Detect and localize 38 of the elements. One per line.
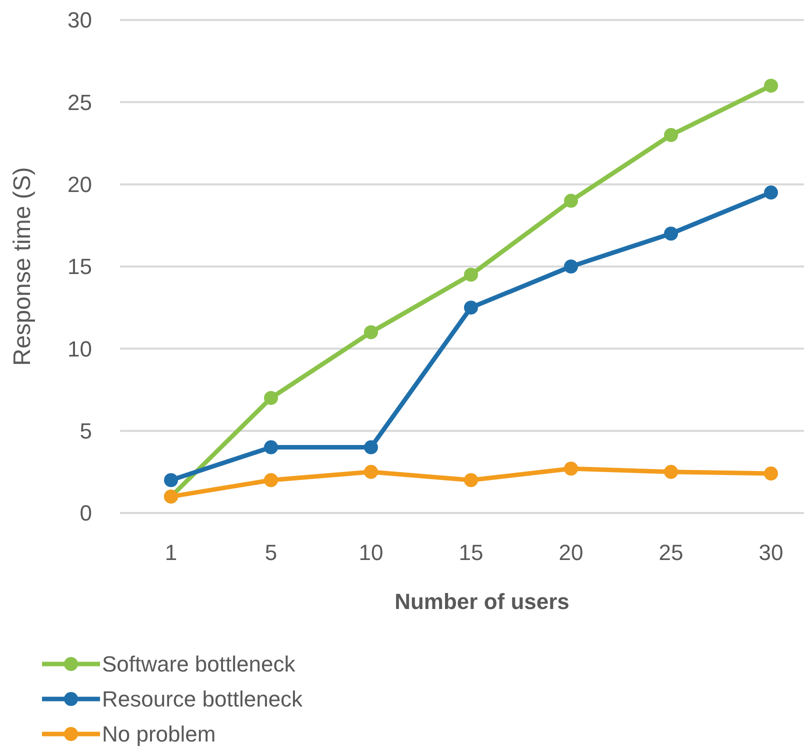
point <box>264 473 278 488</box>
y-axis-title: Response time (S) <box>9 167 36 366</box>
point <box>664 464 678 479</box>
y-tick-label: 20 <box>68 172 92 198</box>
y-tick-label: 15 <box>68 254 92 280</box>
point <box>264 440 278 454</box>
point <box>564 462 578 476</box>
point <box>564 194 578 208</box>
y-tick-label: 10 <box>68 336 92 362</box>
point <box>464 268 478 282</box>
legend-label: Software bottleneck <box>102 652 296 677</box>
point <box>164 473 178 488</box>
legend-label: No problem <box>102 722 216 747</box>
point <box>264 390 278 405</box>
point <box>364 464 378 479</box>
y-tick-label: 25 <box>68 90 92 115</box>
x-tick-label: 30 <box>758 540 784 565</box>
point <box>564 260 578 274</box>
x-axis-title: Number of users <box>394 589 570 614</box>
y-tick-label: 30 <box>68 8 92 33</box>
point <box>764 186 778 200</box>
point <box>464 300 478 315</box>
point <box>364 325 378 340</box>
legend-label: Resource bottleneck <box>102 686 304 712</box>
x-tick-label: 15 <box>458 540 484 565</box>
point <box>464 473 478 488</box>
x-tick-label: 1 <box>164 540 178 565</box>
point <box>664 226 678 241</box>
point <box>764 78 778 93</box>
y-tick-label: 0 <box>80 500 92 526</box>
point <box>364 440 378 454</box>
x-tick-label: 5 <box>264 540 278 565</box>
point <box>764 466 778 481</box>
x-tick-label: 10 <box>358 540 384 565</box>
point <box>664 128 678 142</box>
y-tick-label: 5 <box>80 418 92 444</box>
x-tick-label: 20 <box>558 540 584 565</box>
x-tick-label: 25 <box>658 540 684 565</box>
